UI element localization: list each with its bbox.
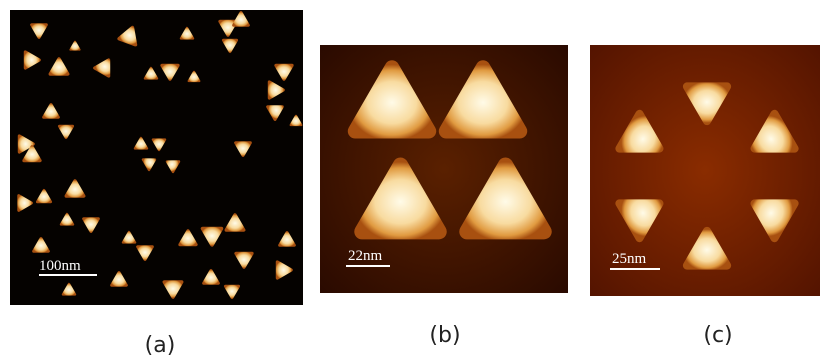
caption: (c) [703,323,732,348]
scale-bar-label: 100nm [39,258,81,274]
scale-bar-label: 22nm [348,248,383,264]
panel-c: 25nm (c) [590,45,820,348]
caption: (a) [145,333,176,358]
panel-a: 100nm (a) [10,10,303,358]
scale-bar-label: 25nm [612,251,647,267]
figure: 100nm (a) 22nm (b) 25nm (c) [0,0,825,363]
caption: (b) [429,323,460,348]
panel-b: 22nm (b) [320,45,568,348]
